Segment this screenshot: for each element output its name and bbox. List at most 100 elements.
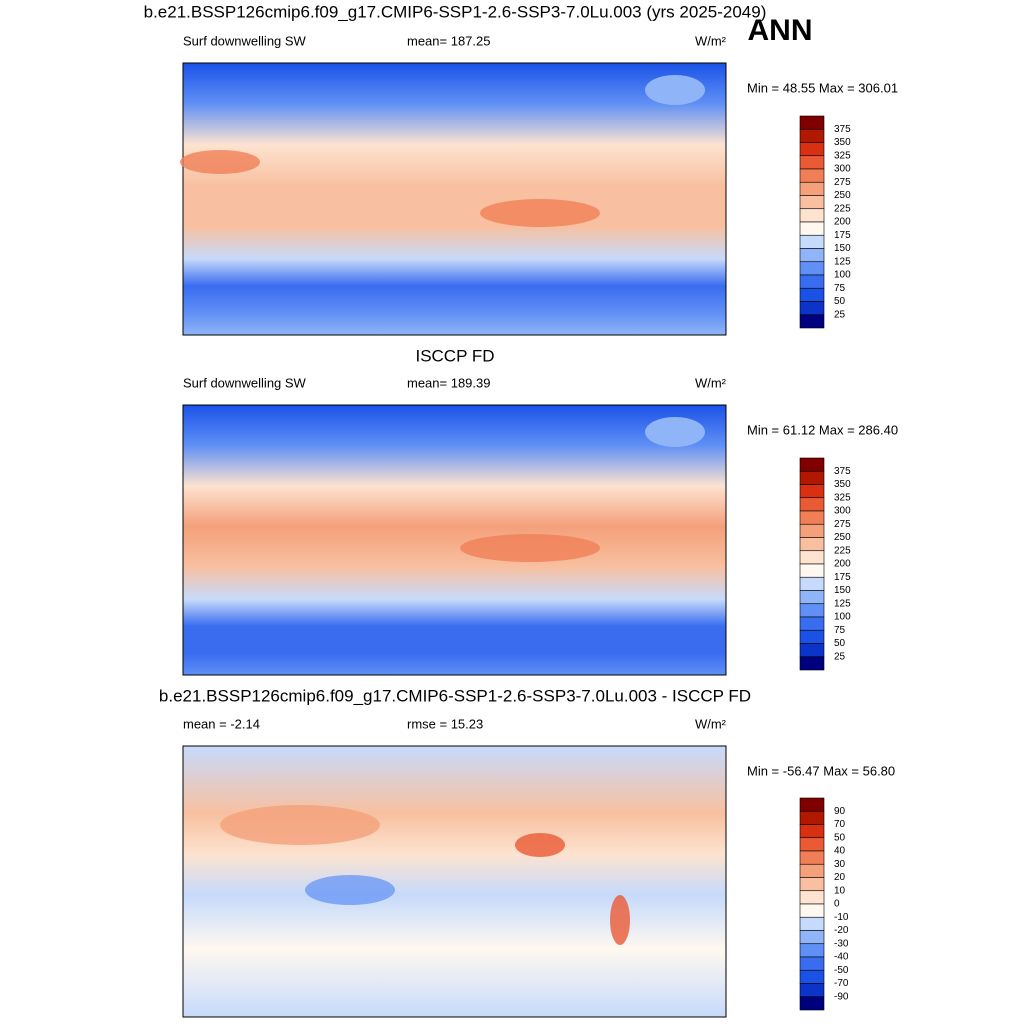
colorbar-box [799, 195, 825, 210]
map-feature [460, 534, 600, 562]
colorbar-label: 25 [834, 309, 846, 320]
colorbar-box [799, 261, 825, 276]
colorbar-box [799, 943, 825, 958]
panel-title: ISCCP FD [415, 346, 494, 365]
colorbar-label: 175 [834, 230, 851, 241]
colorbar-label: -50 [834, 965, 849, 976]
panel-stats: Min = 61.12 Max = 286.40 [747, 422, 898, 437]
colorbar-box [799, 550, 825, 565]
colorbar-label: 300 [834, 506, 851, 517]
colorbar-label: -30 [834, 938, 849, 949]
colorbar-label: 350 [834, 479, 851, 490]
map [182, 404, 727, 676]
colorbar-label: 50 [834, 832, 846, 843]
colorbar-box [799, 810, 825, 825]
panel-units: W/m² [695, 716, 727, 731]
map-feature [645, 75, 705, 105]
colorbar-label: 10 [834, 885, 846, 896]
colorbar-label: 90 [834, 806, 846, 817]
colorbar-box [799, 930, 825, 945]
colorbar-label: 175 [834, 572, 851, 583]
colorbar-label: 350 [834, 137, 851, 148]
colorbar-box [799, 969, 825, 984]
colorbar-label: 100 [834, 270, 851, 281]
colorbar-label: 40 [834, 846, 846, 857]
colorbar-label: 25 [834, 651, 846, 662]
panel-left-label: mean = -2.14 [183, 716, 260, 731]
colorbar-box [799, 248, 825, 263]
colorbar-label: 200 [834, 217, 851, 228]
colorbar-label: 70 [834, 819, 846, 830]
panel-left-label: Surf downwelling SW [183, 33, 307, 48]
colorbar-box [799, 497, 825, 512]
colorbar-box [799, 797, 825, 812]
colorbar-box [799, 523, 825, 538]
colorbar-box [799, 155, 825, 170]
colorbar-box [799, 537, 825, 552]
colorbar-label: 225 [834, 203, 851, 214]
panel-title: b.e21.BSSP126cmip6.f09_g17.CMIP6-SSP1-2.… [144, 2, 767, 21]
colorbar-box [799, 850, 825, 865]
map-feature [480, 199, 600, 227]
maps [180, 62, 727, 1018]
map-feature [305, 875, 395, 905]
colorbar-box [799, 903, 825, 918]
panel-left-label: Surf downwelling SW [183, 375, 307, 390]
season-label: ANN [748, 14, 813, 47]
colorbar-box [799, 510, 825, 525]
colorbar-label: 325 [834, 492, 851, 503]
colorbar-box [799, 221, 825, 236]
map-feature [180, 150, 260, 174]
colorbar-label: 0 [834, 899, 840, 910]
colorbar-label: -40 [834, 952, 849, 963]
colorbar-box [799, 656, 825, 671]
colorbar-box [799, 956, 825, 971]
colorbar-box [799, 301, 825, 316]
panel-center-label: mean= 187.25 [407, 33, 490, 48]
panel-units: W/m² [695, 375, 727, 390]
colorbar-label: -70 [834, 978, 849, 989]
colorbar-box [799, 128, 825, 143]
colorbar-box [799, 629, 825, 644]
colorbar-label: 50 [834, 296, 846, 307]
colorbar-label: -10 [834, 912, 849, 923]
colorbar-box [799, 890, 825, 905]
colorbar-label: 50 [834, 638, 846, 649]
panel-units: W/m² [695, 33, 727, 48]
colorbar-label: 30 [834, 859, 846, 870]
colorbar-box [799, 824, 825, 839]
map-feature [645, 417, 705, 447]
colorbar-label: 150 [834, 585, 851, 596]
colorbar-box [799, 563, 825, 578]
colorbar-label: 75 [834, 625, 846, 636]
colorbar-box [799, 181, 825, 196]
colorbar-box [799, 457, 825, 472]
colorbar-label: 275 [834, 177, 851, 188]
colorbar-label: 125 [834, 598, 851, 609]
colorbar-label: 275 [834, 519, 851, 530]
colorbar-label: -90 [834, 991, 849, 1002]
colorbar-label: 100 [834, 612, 851, 623]
colorbar-box [799, 590, 825, 605]
colorbar-label: 375 [834, 466, 851, 477]
colorbar-label: 250 [834, 532, 851, 543]
colorbar-label: 125 [834, 256, 851, 267]
panel-stats: Min = -56.47 Max = 56.80 [747, 763, 895, 778]
colorbar-box [799, 274, 825, 289]
map [182, 745, 727, 1018]
colorbar-box [799, 616, 825, 631]
colorbar-box [799, 603, 825, 618]
colorbar-box [799, 208, 825, 223]
colorbar-box [799, 877, 825, 892]
panel-center-label: rmse = 15.23 [407, 716, 483, 731]
colorbar-label: 225 [834, 545, 851, 556]
map-feature [515, 833, 565, 857]
colorbar-label: -20 [834, 925, 849, 936]
colorbar-label: 20 [834, 872, 846, 883]
map-feature [610, 895, 630, 945]
colorbar-box [799, 287, 825, 302]
colorbar-label: 250 [834, 190, 851, 201]
colorbar-label: 200 [834, 559, 851, 570]
panel-stats: Min = 48.55 Max = 306.01 [747, 80, 898, 95]
